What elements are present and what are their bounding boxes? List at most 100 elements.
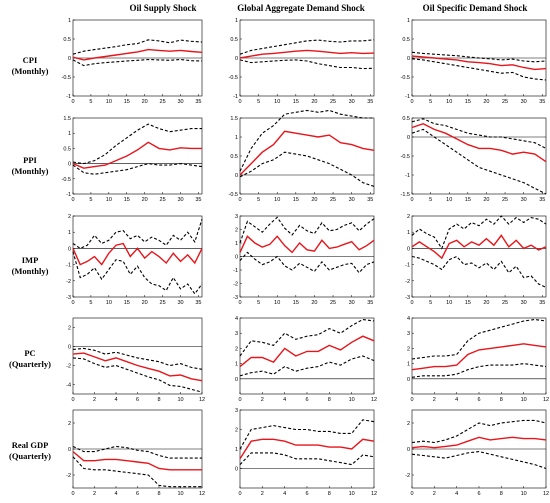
y-tick-label: 1	[68, 18, 71, 24]
upper-band	[411, 318, 547, 360]
y-tick-label: 1	[407, 230, 410, 236]
y-tick-label: 3	[235, 331, 238, 337]
panel-cpi-supply: -1-0.500.510 5 10 15 20 25 30 35	[62, 18, 203, 105]
panel-cpi-global: -1-0.500.510 5 10 15 20 25 30 35	[229, 18, 375, 105]
x-tick-label: 4	[455, 397, 458, 403]
x-tick-label: 10	[521, 491, 527, 497]
panel-gdp-supply: -2 0 2 0 2 4 6 8 10 12	[66, 409, 205, 497]
x-tick-label: 30	[349, 99, 355, 105]
x-tick-label: 5	[429, 300, 432, 306]
y-tick-label: -1	[405, 263, 410, 269]
y-tick-label: 3	[235, 408, 238, 414]
svg-text:(Monthly): (Monthly)	[12, 166, 49, 176]
x-tick-label: 15	[124, 99, 130, 105]
y-tick-label: 1	[235, 241, 238, 247]
column-title-oil-specific: Oil Specific Demand Shock	[423, 3, 528, 13]
y-tick-label: 2	[407, 214, 410, 220]
y-tick-label: -1	[66, 263, 71, 269]
panel-frame	[239, 117, 375, 195]
x-tick-label: 0	[71, 397, 74, 403]
y-tick-label: 1	[68, 230, 71, 236]
y-tick-label: 3	[235, 214, 238, 220]
y-tick-label: 1	[407, 18, 410, 24]
x-tick-label: 35	[195, 197, 201, 203]
panel-frame	[72, 215, 203, 298]
upper-band	[72, 123, 202, 165]
x-tick-label: 10	[349, 491, 355, 497]
x-tick-label: 0	[410, 99, 413, 105]
panel-frame	[72, 117, 203, 195]
row-label-cpi: CPI (Monthly)	[12, 55, 49, 76]
x-tick-label: 30	[177, 99, 183, 105]
x-tick-label: 4	[283, 491, 286, 497]
upper-band	[239, 318, 375, 357]
x-tick-label: 25	[330, 197, 336, 203]
x-tick-label: 0	[238, 300, 241, 306]
svg-text:(Quarterly): (Quarterly)	[9, 451, 51, 461]
x-tick-label: 15	[293, 99, 299, 105]
x-tick-label: 20	[142, 300, 148, 306]
y-tick-label: 3	[407, 331, 410, 337]
x-tick-label: 0	[238, 197, 241, 203]
median-line	[239, 130, 375, 176]
x-tick-label: 2	[93, 491, 96, 497]
panel-ppi-supply: -1 -0.5 0 0.5 1 1.5 0 5 10 15 20 25 30 35	[62, 116, 203, 203]
y-tick-label: 2	[235, 228, 238, 234]
x-tick-label: 8	[328, 397, 331, 403]
y-tick-label: 0	[68, 345, 71, 351]
upper-band	[239, 109, 374, 172]
upper-band	[239, 216, 375, 244]
x-tick-label: 4	[455, 491, 458, 497]
y-tick-label: 0	[407, 56, 410, 62]
panel-cpi-specific: -1-0.500.510 5 10 15 20 25 30 35	[401, 18, 547, 105]
y-tick-label: 0	[68, 162, 71, 168]
y-tick-label: -0.5	[229, 192, 238, 198]
row-label-pc: PC (Quarterly)	[9, 348, 51, 369]
y-tick-label: 1	[407, 362, 410, 368]
upper-band	[411, 419, 547, 444]
x-tick-label: 10	[106, 197, 112, 203]
svg-text:PPI: PPI	[23, 155, 37, 165]
x-tick-label: 5	[89, 99, 92, 105]
panel-frame	[411, 215, 547, 298]
x-tick-label: 5	[257, 99, 260, 105]
x-tick-label: 12	[371, 397, 377, 403]
x-tick-label: 15	[124, 300, 130, 306]
x-tick-label: 6	[305, 397, 308, 403]
y-tick-label: -2	[66, 279, 71, 285]
x-tick-label: 30	[177, 197, 183, 203]
y-tick-label: 0	[407, 246, 410, 252]
y-tick-label: 4	[407, 316, 410, 322]
column-title-global-demand: Global Aggregate Demand Shock	[237, 3, 365, 13]
y-tick-label: 2	[68, 326, 71, 332]
y-tick-label: 1.5	[230, 116, 238, 122]
svg-text:Real GDP: Real GDP	[12, 440, 49, 450]
x-tick-label: 10	[446, 99, 452, 105]
y-tick-label: 4	[235, 316, 238, 322]
y-tick-label: -0.5	[62, 75, 71, 81]
x-tick-label: 0	[238, 99, 241, 105]
x-tick-label: 2	[261, 491, 264, 497]
x-tick-label: 0	[410, 197, 413, 203]
x-tick-label: 35	[195, 300, 201, 306]
x-tick-label: 6	[136, 491, 139, 497]
x-tick-label: 0	[71, 197, 74, 203]
upper-band	[239, 39, 375, 55]
x-tick-label: 30	[349, 197, 355, 203]
panel-frame	[411, 117, 547, 195]
y-tick-label: -1	[233, 268, 238, 274]
x-tick-label: 5	[429, 197, 432, 203]
x-tick-label: 5	[89, 197, 92, 203]
x-tick-label: 35	[195, 99, 201, 105]
y-tick-label: -2	[66, 364, 71, 370]
x-tick-label: 6	[477, 491, 480, 497]
median-line	[72, 352, 203, 382]
y-tick-label: 1.5	[63, 116, 71, 122]
x-tick-label: 10	[177, 397, 183, 403]
y-tick-label: 2	[68, 214, 71, 220]
x-tick-label: 10	[446, 197, 452, 203]
y-tick-label: -3	[233, 295, 238, 301]
y-tick-label: 0	[68, 56, 71, 62]
